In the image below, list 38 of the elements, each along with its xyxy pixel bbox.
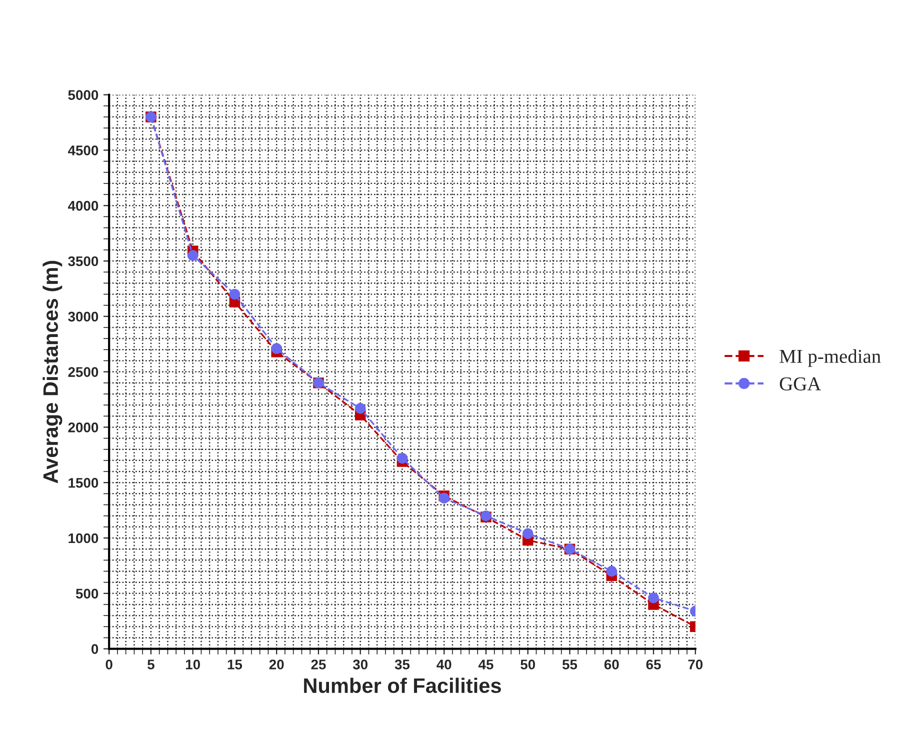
x-tick-label: 15: [228, 660, 242, 670]
x-tick-label: 55: [562, 660, 578, 670]
x-tick-label: 20: [269, 660, 284, 670]
point: [648, 592, 659, 604]
x-tick-label: 30: [352, 660, 368, 670]
point: [396, 452, 408, 464]
y-tick-label: 4500: [68, 146, 98, 156]
point: [522, 528, 534, 539]
y-tick-label: 5000: [68, 90, 98, 100]
y-tick-label: 2500: [68, 367, 98, 377]
y-tick-label: 0: [91, 644, 98, 654]
y-tick-label: 500: [76, 588, 98, 599]
x-tick-label: 25: [311, 660, 326, 670]
legend-label: GGA: [780, 377, 822, 390]
y-tick-label: 4000: [68, 200, 98, 211]
y-tick-label: 3500: [68, 256, 98, 266]
point: [271, 343, 282, 354]
legend-label: MI p-median: [780, 349, 881, 367]
y-tick-label: 2000: [68, 422, 98, 432]
x-tick-label: 45: [478, 660, 494, 670]
point: [354, 402, 366, 414]
x-tick-label: 60: [604, 660, 619, 670]
y-tick-label: 3000: [68, 312, 98, 322]
y-tick-label: 1500: [68, 478, 98, 488]
x-tick-label: 0: [106, 660, 112, 670]
y-axis-title: Average Distances (m): [42, 260, 62, 484]
x-axis-title: Number of Facilities: [304, 678, 501, 694]
x-tick-label: 35: [394, 660, 410, 670]
point: [229, 288, 240, 300]
x-tick-label: 5: [148, 660, 154, 670]
x-tick-label: 40: [436, 660, 452, 670]
x-tick-label: 10: [186, 660, 200, 670]
x-tick-label: 65: [646, 660, 661, 670]
point: [187, 250, 198, 261]
point: [606, 566, 618, 577]
x-tick-label: 70: [688, 660, 703, 670]
y-tick-label: 1000: [68, 533, 98, 544]
x-tick-label: 50: [520, 660, 536, 670]
